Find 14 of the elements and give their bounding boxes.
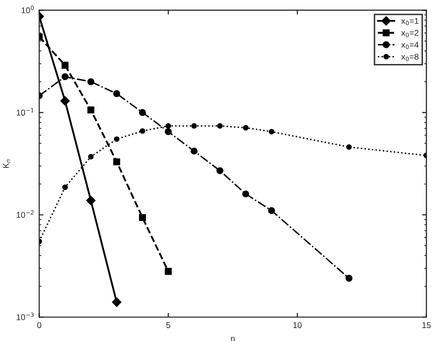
legend-label: x$_{0}$=4 <box>401 42 419 50</box>
x-axis-title: n <box>231 336 235 341</box>
x-tick-label: 0 <box>37 322 42 328</box>
x-tick-label: 15 <box>422 322 431 328</box>
legend-label: x$_{0}$=8 <box>401 54 418 62</box>
legend-label: x$_{0}$=2 <box>401 30 418 38</box>
y-axis-title: K$_{n}$ <box>3 160 10 168</box>
x-tick-label: 5 <box>166 322 170 328</box>
legend-label: x$_{0}$=1 <box>401 18 418 26</box>
y-tick-label: 10$^{−3}$ <box>16 312 34 320</box>
x-tick-label: 10 <box>293 322 302 328</box>
y-tick-label: 10$^{−2}$ <box>16 210 34 218</box>
y-tick-label: 10$^{0}$ <box>22 6 34 14</box>
y-tick-label: 10$^{−1}$ <box>16 108 34 116</box>
